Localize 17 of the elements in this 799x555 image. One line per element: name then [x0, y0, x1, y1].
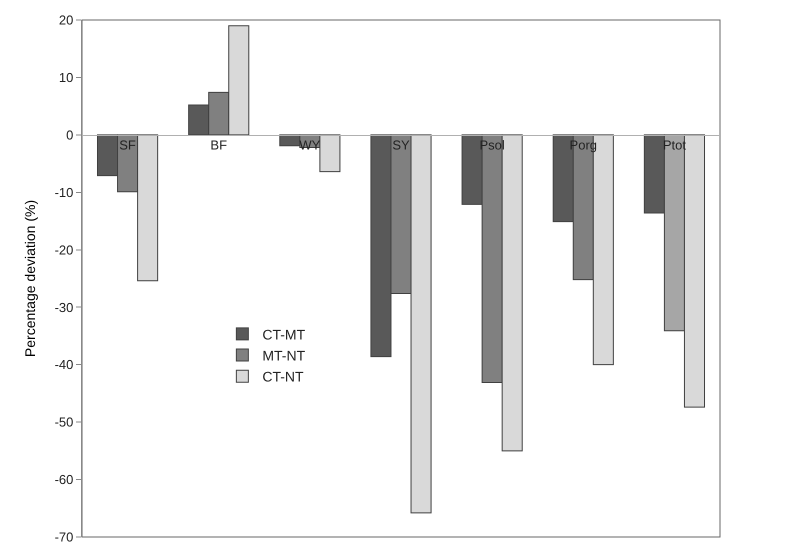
x-tick-label: SY: [392, 137, 410, 152]
y-tick-label: -10: [54, 184, 74, 200]
y-tick-label: 0: [66, 127, 74, 142]
y-tick-label: -70: [54, 530, 74, 545]
x-tick-label: SF: [119, 137, 136, 152]
legend-label: CT-NT: [262, 368, 304, 385]
y-tick-label: -60: [54, 472, 74, 488]
legend-label: CT-MT: [262, 326, 306, 342]
y-tick-label: 10: [58, 70, 74, 85]
y-tick-label: -50: [54, 414, 74, 430]
legend-label: MT-NT: [262, 348, 306, 364]
y-tick-label: -30: [54, 300, 74, 315]
x-tick-label: BF: [210, 137, 228, 152]
y-tick-label: -20: [54, 242, 74, 258]
y-tick-label: -40: [54, 357, 74, 372]
y-axis-title: Percentage deviation (%): [22, 200, 38, 358]
y-tick-label: 20: [58, 12, 74, 28]
